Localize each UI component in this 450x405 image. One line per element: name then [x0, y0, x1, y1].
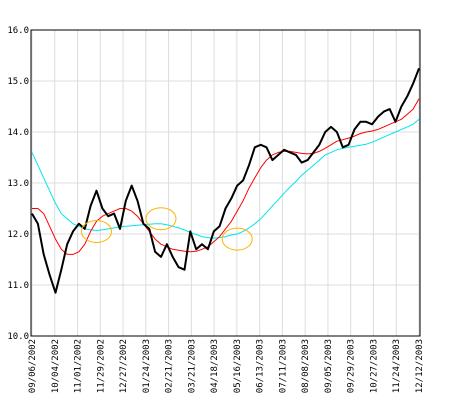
x-tick-label: 03/21/2003	[187, 339, 197, 393]
x-tick-label: 12/27/2002	[119, 339, 129, 393]
x-tick-label: 09/05/2003	[324, 339, 334, 393]
y-tick-label: 14.0	[7, 128, 29, 138]
y-tick-label: 16.0	[7, 26, 29, 36]
annotation-ellipse	[145, 207, 177, 231]
x-tick-label: 09/06/2002	[28, 339, 38, 393]
annotation-ellipse	[221, 227, 253, 251]
x-tick-label: 07/11/2003	[278, 339, 288, 393]
x-tick-label: 09/29/2003	[347, 339, 357, 393]
annotation-ellipse	[81, 219, 112, 243]
y-tick-label: 10.0	[7, 332, 29, 342]
x-tick-label: 06/13/2003	[256, 339, 266, 393]
x-tick-label: 08/08/2003	[301, 339, 311, 393]
x-tick-label: 10/27/2003	[369, 339, 379, 393]
y-tick-label: 15.0	[7, 77, 29, 87]
x-tick-label: 11/29/2002	[96, 339, 106, 393]
x-tick-label: 11/01/2002	[74, 339, 84, 393]
plot-border	[30, 29, 421, 337]
x-tick-label: 10/04/2002	[51, 339, 61, 393]
series-line-2	[31, 118, 420, 239]
x-tick-label: 02/21/2003	[165, 339, 175, 393]
y-tick-label: 11.0	[7, 281, 29, 291]
x-tick-label: 11/24/2003	[392, 339, 402, 393]
x-tick-label: 04/18/2003	[210, 339, 220, 393]
series-line-0	[31, 67, 420, 294]
x-tick-label: 05/16/2003	[233, 339, 243, 393]
x-tick-label: 01/24/2003	[142, 339, 152, 393]
series-line-1	[32, 98, 420, 255]
y-tick-label: 13.0	[7, 179, 29, 189]
x-tick-label: 12/12/2003	[415, 339, 425, 393]
y-tick-label: 12.0	[7, 230, 29, 240]
